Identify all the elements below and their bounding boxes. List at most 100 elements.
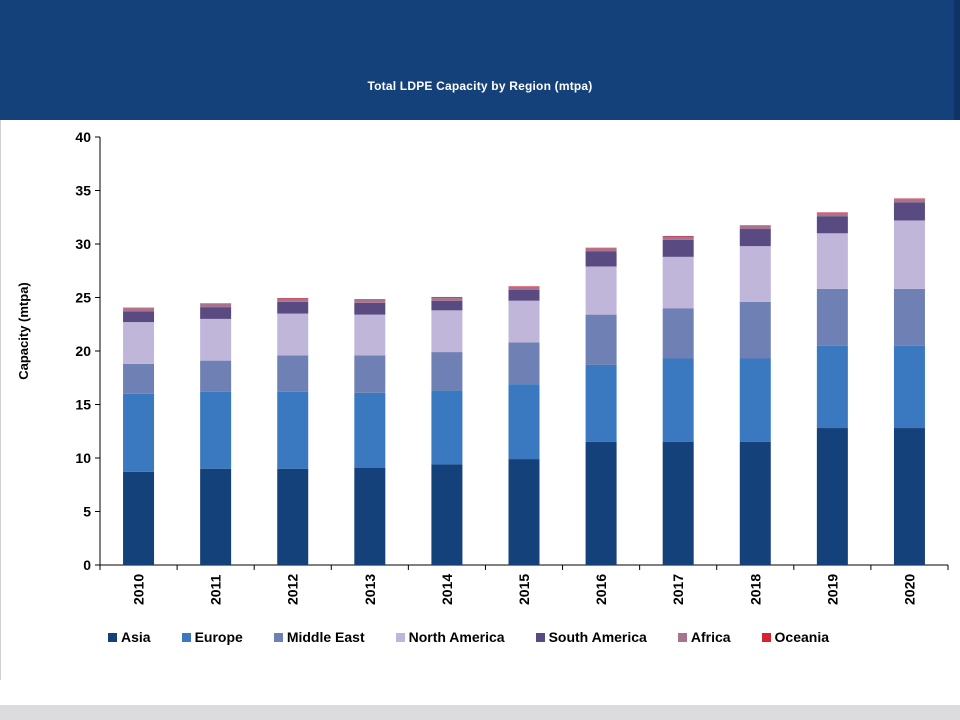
bar-segment-asia-2010	[123, 471, 155, 565]
bar-segment-oceania-2014	[431, 296, 463, 298]
bar-segment-africa-2016	[585, 248, 617, 252]
bar-segment-europe-2020	[893, 345, 925, 429]
bar-segment-asia-2016	[585, 441, 617, 565]
x-tick-label: 2019	[824, 574, 840, 605]
y-tick-label: 15	[75, 397, 91, 413]
bar-segment-middle-east-2019	[816, 288, 848, 346]
bar-segment-europe-2019	[816, 345, 848, 429]
bar-segment-europe-2016	[585, 364, 617, 442]
bar-segment-middle-east-2017	[662, 308, 694, 359]
bar-segment-europe-2015	[508, 384, 540, 460]
bar-segment-middle-east-2013	[354, 355, 386, 393]
legend-item-europe: Europe	[181, 629, 243, 645]
bar-segment-middle-east-2018	[739, 301, 771, 359]
bar-segment-middle-east-2014	[431, 352, 463, 391]
bar-segment-africa-2015	[508, 286, 540, 291]
bar-segment-europe-2014	[431, 390, 463, 465]
legend-item-north-america: North America	[395, 629, 505, 645]
bar-segment-south-america-2010	[123, 311, 155, 323]
bar-segment-europe-2013	[354, 392, 386, 468]
legend-label: South America	[548, 629, 647, 645]
legend-swatch	[181, 632, 191, 642]
y-tick-label: 10	[75, 450, 91, 466]
bar-segment-asia-2020	[893, 428, 925, 565]
bar-segment-africa-2013	[354, 299, 386, 303]
bar-segment-asia-2013	[354, 467, 386, 565]
bar-segment-north-america-2020	[893, 220, 925, 289]
legend-item-south-america: South America	[535, 629, 647, 645]
footer-bar	[0, 705, 960, 720]
bar-segment-oceania-2017	[662, 235, 694, 237]
legend-swatch	[677, 632, 687, 642]
x-tick-label: 2020	[901, 574, 917, 605]
bar-segment-africa-2019	[816, 212, 848, 217]
bar-segment-north-america-2018	[739, 246, 771, 302]
legend-item-middle-east: Middle East	[273, 629, 365, 645]
legend-swatch	[108, 632, 117, 642]
bar-segment-middle-east-2011	[200, 360, 232, 392]
bar-segment-oceania-2016	[585, 247, 617, 249]
x-tick-label: 2015	[516, 574, 532, 605]
legend-label: Africa	[690, 629, 731, 645]
bar-segment-asia-2014	[431, 464, 463, 565]
bar-segment-asia-2011	[200, 468, 232, 565]
x-tick-label: 2018	[747, 574, 763, 605]
x-tick-label: 2017	[670, 574, 686, 605]
y-tick-label: 0	[83, 557, 91, 573]
chart-title: Total LDPE Capacity by Region (mtpa)	[367, 79, 593, 93]
bar-segment-north-america-2013	[354, 314, 386, 356]
bar-segment-north-america-2011	[200, 318, 232, 361]
bar-segment-asia-2019	[816, 428, 848, 565]
bar-segment-middle-east-2015	[508, 342, 540, 385]
legend-label: Oceania	[774, 629, 830, 645]
chart-legend: Asia Europe Middle East North America South …	[108, 628, 860, 646]
bar-segment-oceania-2013	[354, 299, 386, 300]
header-banner	[0, 0, 960, 120]
slide-left-border	[0, 120, 1, 680]
legend-label: North America	[408, 629, 505, 645]
bar-segment-north-america-2015	[508, 300, 540, 343]
bar-segment-south-america-2019	[816, 216, 848, 234]
bar-segment-africa-2010	[123, 308, 155, 312]
bar-segment-oceania-2010	[123, 307, 155, 309]
bar-segment-south-america-2017	[662, 239, 694, 257]
bar-segment-south-america-2013	[354, 302, 386, 315]
y-axis-label: Capacity (mtpa)	[16, 282, 31, 380]
bar-segment-north-america-2017	[662, 256, 694, 309]
bar-segment-north-america-2019	[816, 233, 848, 289]
legend-label: Middle East	[286, 629, 365, 645]
bar-segment-south-america-2016	[585, 251, 617, 267]
y-tick-label: 20	[75, 343, 91, 359]
bar-segment-north-america-2012	[277, 313, 309, 356]
x-tick-label: 2012	[285, 574, 301, 605]
bar-segment-africa-2012	[277, 298, 309, 302]
bar-segment-oceania-2012	[277, 298, 309, 299]
bar-segment-africa-2020	[893, 199, 925, 203]
y-tick-label: 25	[75, 290, 91, 306]
legend-swatch	[761, 632, 771, 642]
bar-segment-middle-east-2010	[123, 363, 155, 394]
y-tick-label: 40	[75, 129, 91, 145]
bar-segment-africa-2018	[739, 225, 771, 230]
bar-segment-europe-2011	[200, 391, 232, 469]
bar-segment-europe-2018	[739, 358, 771, 442]
legend-item-oceania: Oceania	[761, 629, 830, 645]
legend-swatch	[395, 632, 405, 642]
y-tick-label: 30	[75, 236, 91, 252]
bar-segment-north-america-2010	[123, 322, 155, 364]
bar-segment-africa-2017	[662, 236, 694, 240]
y-tick-label: 5	[83, 504, 91, 520]
x-tick-label: 2011	[208, 574, 224, 605]
legend-label: Europe	[194, 629, 243, 645]
bar-segment-south-america-2015	[508, 290, 540, 301]
bar-segment-europe-2017	[662, 358, 694, 442]
bar-segment-oceania-2019	[816, 212, 848, 213]
bar-segment-oceania-2011	[200, 303, 232, 304]
bar-segment-oceania-2015	[508, 286, 540, 287]
bar-segment-north-america-2014	[431, 310, 463, 353]
stacked-bar-chart: 0 5 10 15 20 25 30 35 40 Capacity (mtpa) 2010 2011 2…	[16, 129, 949, 605]
bar-segment-middle-east-2016	[585, 314, 617, 365]
y-tick-label: 35	[75, 183, 91, 199]
bar-segment-north-america-2016	[585, 266, 617, 315]
bar-segment-europe-2010	[123, 393, 155, 472]
